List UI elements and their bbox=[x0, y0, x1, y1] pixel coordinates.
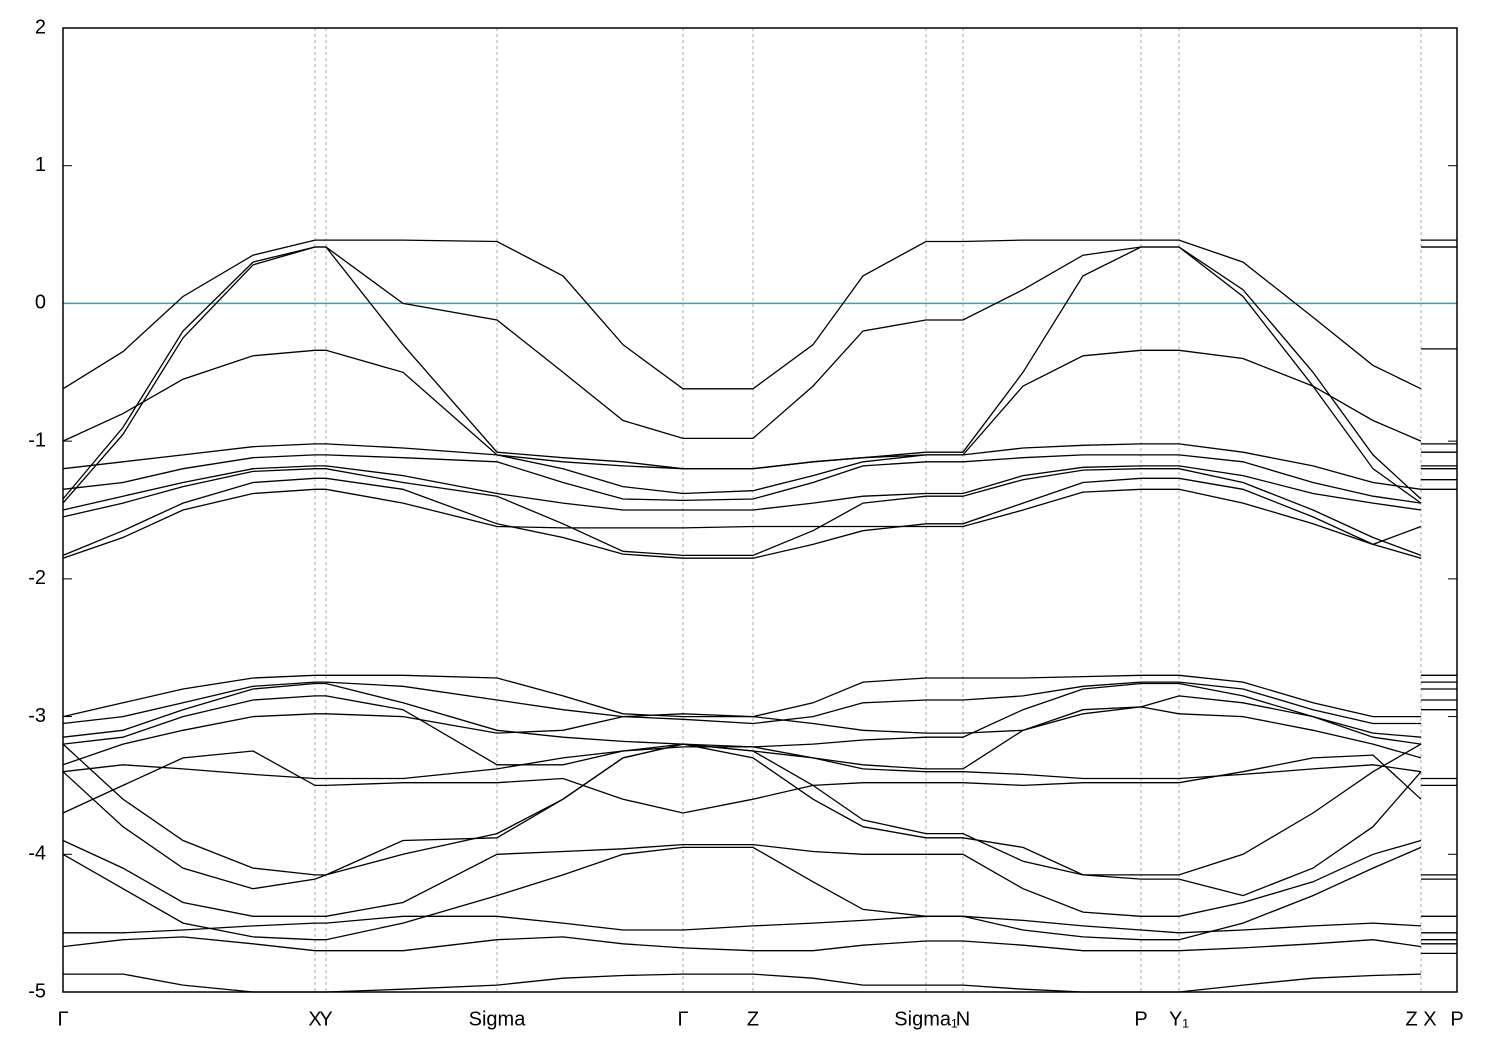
y-tick-label: 0 bbox=[35, 292, 46, 314]
band-line bbox=[62, 674, 1457, 718]
band-line bbox=[62, 246, 1457, 500]
x-tick-label: P bbox=[1134, 1008, 1147, 1030]
band-line bbox=[63, 915, 1457, 934]
x-tick-label: Z X bbox=[1405, 1008, 1436, 1030]
band-line bbox=[63, 952, 1457, 993]
band-line bbox=[62, 746, 1457, 780]
band-line bbox=[62, 936, 1457, 952]
y-tick-label: 1 bbox=[35, 154, 46, 176]
x-tick-label: Z bbox=[747, 1008, 759, 1030]
y-tick-label: -4 bbox=[28, 843, 46, 865]
band-line bbox=[62, 239, 1457, 390]
band-line bbox=[62, 246, 1457, 504]
band-line bbox=[62, 451, 1457, 504]
band-line bbox=[62, 695, 1457, 770]
band-line bbox=[62, 743, 1457, 897]
band-line bbox=[62, 839, 1457, 917]
x-tick-label: X bbox=[308, 1008, 321, 1030]
x-tick-label: Γ bbox=[677, 1008, 688, 1030]
y-tick-label: -1 bbox=[28, 429, 46, 451]
band-line bbox=[62, 465, 1457, 511]
band-line bbox=[62, 682, 1457, 748]
y-tick-label: -5 bbox=[28, 980, 46, 1002]
band-line bbox=[62, 443, 1457, 495]
plot-frame bbox=[62, 27, 1458, 993]
x-tick-label: Sigma₁ bbox=[894, 1008, 958, 1030]
band-line bbox=[62, 743, 1457, 876]
x-tick-label: Y bbox=[319, 1008, 332, 1030]
band-line bbox=[62, 468, 1457, 557]
band-line bbox=[62, 706, 1457, 766]
band-line bbox=[62, 477, 1457, 559]
x-tick-label: Γ bbox=[57, 1008, 68, 1030]
band-line bbox=[62, 348, 1457, 470]
x-tick-label: N bbox=[956, 1008, 970, 1030]
x-tick-label: Y₁ bbox=[1169, 1008, 1189, 1030]
band-line bbox=[62, 488, 1457, 559]
x-tick-label: P bbox=[1450, 1008, 1463, 1030]
band-line bbox=[62, 750, 1457, 814]
band-line bbox=[62, 846, 1457, 941]
y-tick-label: -3 bbox=[28, 705, 46, 727]
x-tick-label: Sigma bbox=[469, 1008, 527, 1030]
y-tick-label: -2 bbox=[28, 567, 46, 589]
y-tick-label: 2 bbox=[35, 16, 46, 38]
